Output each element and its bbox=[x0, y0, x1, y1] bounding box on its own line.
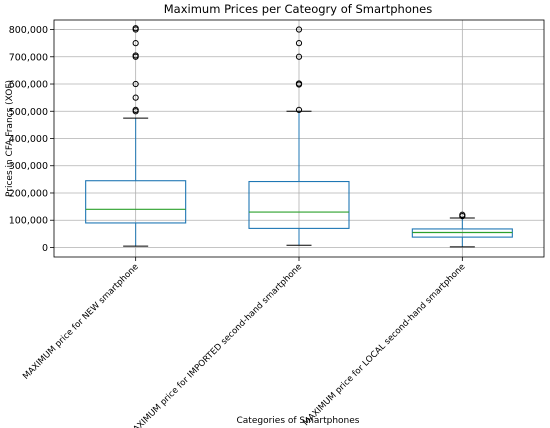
x-tick-label: MAXIMUM price for IMPORTED second-hand s… bbox=[126, 262, 304, 428]
y-tick-label: 0 bbox=[42, 243, 48, 254]
y-tick-label: 700,000 bbox=[9, 52, 48, 63]
y-tick-label: 600,000 bbox=[9, 80, 48, 91]
y-tick-label: 400,000 bbox=[9, 134, 48, 145]
y-axis: 0 100,000 200,000 300,000 400,000 500,000 600,… bbox=[9, 25, 54, 254]
y-tick-label: 300,000 bbox=[9, 161, 48, 172]
y-axis-label: Prices in CFA Francs (XOF) bbox=[5, 80, 15, 197]
outlier-point bbox=[132, 25, 139, 32]
outlier-point bbox=[295, 106, 303, 113]
outlier-point bbox=[132, 106, 139, 113]
x-tick-label: MAXIMUM price for LOCAL second-hand smar… bbox=[301, 262, 467, 428]
outlier-point bbox=[132, 52, 139, 59]
x-axis: MAXIMUM price for NEW smartphoneMAXIMUM … bbox=[21, 257, 467, 428]
outlier-point bbox=[459, 211, 466, 218]
y-tick-label: 200,000 bbox=[9, 188, 48, 199]
box bbox=[248, 180, 350, 229]
outlier-point bbox=[132, 94, 139, 101]
x-tick-label: MAXIMUM price for NEW smartphone bbox=[21, 262, 141, 382]
outlier-point bbox=[132, 80, 139, 88]
outlier-point bbox=[295, 80, 303, 87]
outlier-point bbox=[295, 53, 303, 60]
x-axis-label: Categories of Smartphones bbox=[237, 416, 360, 426]
y-tick-label: 500,000 bbox=[9, 107, 48, 118]
box-series bbox=[85, 25, 513, 248]
y-tick-label: 800,000 bbox=[9, 25, 48, 36]
outlier-point bbox=[295, 40, 303, 47]
chart-title: Maximum Prices per Cateogry of Smartphon… bbox=[164, 2, 432, 16]
box bbox=[85, 180, 187, 224]
outlier-point bbox=[295, 26, 303, 33]
outlier-point bbox=[132, 40, 139, 47]
y-tick-label: 100,000 bbox=[9, 216, 48, 227]
